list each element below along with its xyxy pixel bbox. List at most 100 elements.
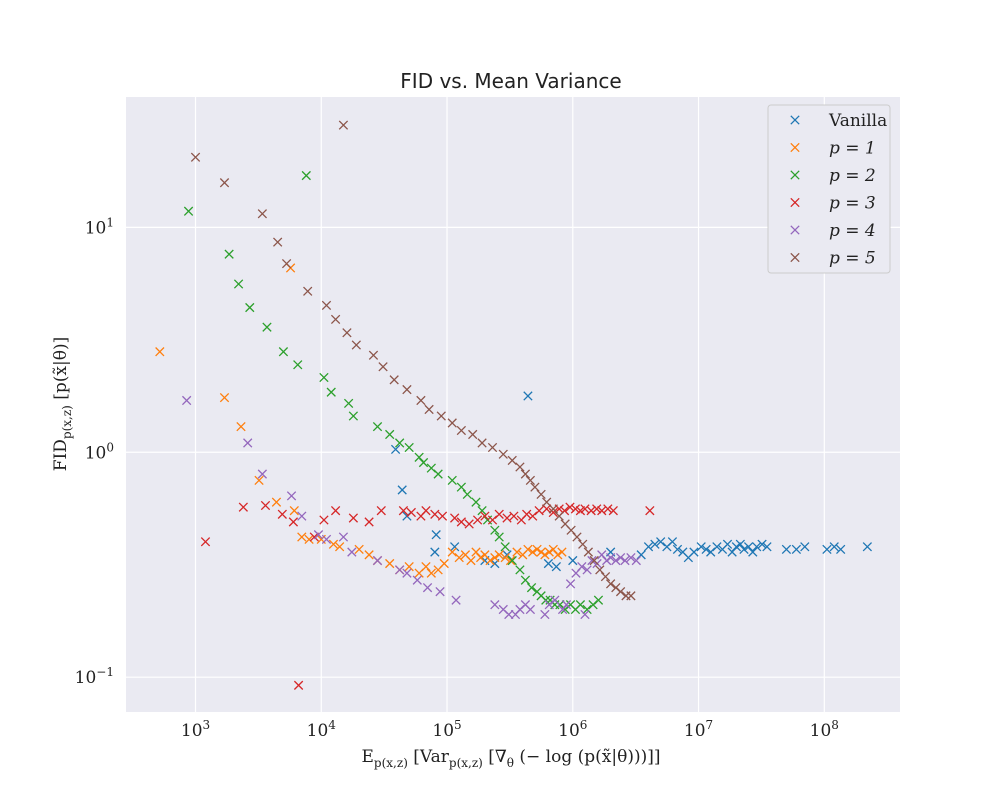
data-point [297,532,307,542]
data-point [528,511,538,521]
data-point [437,511,448,521]
data-point [155,347,165,357]
data-point [520,575,531,585]
data-point [507,555,517,566]
data-point [701,544,711,555]
data-point [498,449,508,459]
data-point [219,178,230,188]
x-tick-label: 105 [432,718,461,741]
data-point [394,565,405,575]
data-point [368,350,379,360]
data-point [347,547,357,557]
data-point [416,395,426,406]
data-point [321,534,332,545]
data-point [800,542,810,552]
data-point [406,507,416,518]
data-point [727,547,737,557]
data-point [304,534,314,545]
series-3-points [200,500,655,690]
data-point [557,547,567,557]
data-point [631,555,641,566]
data-point [421,562,431,572]
x-tick-label: 107 [684,718,713,741]
data-point [254,475,264,486]
data-point [597,506,607,516]
data-point [656,537,666,547]
legend-frame [767,104,891,274]
data-point [593,595,604,605]
data-point [565,502,575,512]
data-point [490,525,500,535]
data-point [376,506,386,516]
data-point [626,552,636,563]
data-point [561,600,572,610]
chart-title: FID vs. Mean Variance [400,69,621,93]
data-point [554,511,564,521]
data-point [462,489,472,500]
data-point [586,506,596,516]
data-point [281,258,292,269]
data-point [293,680,304,690]
data-point [477,438,487,448]
data-point [620,555,630,566]
data-point [475,552,486,563]
data-point [456,517,467,527]
data-point [433,469,443,479]
data-point [557,604,568,615]
legend-label: p = 2 [829,166,876,186]
data-point [238,502,248,512]
data-point [402,384,412,395]
data-point [394,438,405,448]
data-point [509,511,519,521]
data-point [436,411,446,421]
data-point [762,542,772,552]
x-tick-label: 108 [810,718,839,741]
data-point [430,547,440,557]
data-point [430,509,440,519]
data-point [456,482,467,492]
data-point [743,542,754,552]
data-point [224,249,234,259]
data-point [390,444,401,455]
data-point [650,539,660,549]
data-point [262,322,272,332]
data-point [791,544,802,555]
data-point [781,544,792,555]
data-point [378,362,388,372]
data-point [468,429,478,440]
data-point [836,544,846,555]
data-point [712,542,722,552]
data-point [582,565,592,575]
data-point [689,547,699,557]
data-point [200,537,211,547]
data-point [450,513,460,523]
data-point [600,571,611,582]
data-point [289,506,299,516]
data-point [502,513,512,523]
x-axis-ticks: 103 104 105 106 107 108 [181,718,839,741]
data-point [330,314,341,325]
data-point [293,360,303,370]
data-point [313,530,324,540]
data-point [297,511,307,521]
data-point [181,395,192,406]
data-point [643,542,654,552]
data-point [385,558,395,569]
data-point [626,591,636,601]
data-point [412,575,422,585]
data-point [243,438,253,448]
data-point [348,411,359,421]
x-tick-label: 103 [181,718,210,741]
legend-label: Vanilla [828,111,887,131]
data-point [515,462,525,472]
data-point [540,609,550,620]
data-point [504,609,514,620]
data-point [277,509,287,519]
data-point [583,547,594,557]
data-point [364,550,374,560]
data-point [183,206,194,216]
series-5-points [190,120,636,601]
data-point [587,555,597,566]
data-point [592,504,602,514]
